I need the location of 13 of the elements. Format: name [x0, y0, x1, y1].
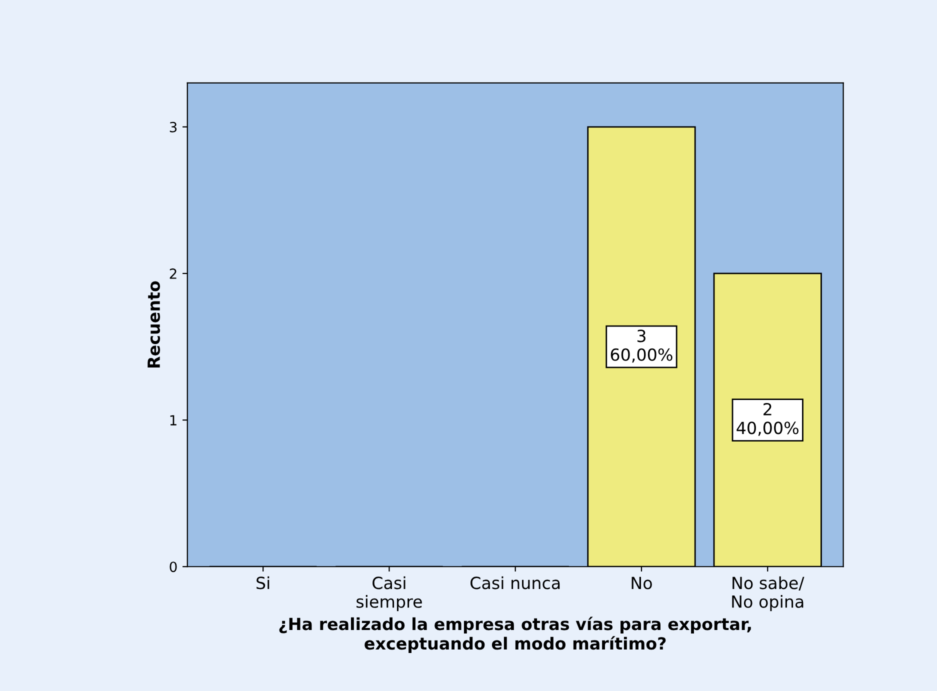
- data-label: 2 40,00%: [736, 402, 798, 436]
- x-tick-label: Casi nunca: [470, 576, 560, 590]
- x-tick-label: No: [632, 576, 652, 590]
- y-tick-label: 0: [170, 562, 177, 572]
- x-axis-title: ¿Ha realizado la empresa otras vías para exportar, exceptuando el modo marítimo?: [279, 616, 751, 653]
- y-tick-label: 1: [170, 415, 176, 426]
- y-tick-label: 2: [170, 268, 176, 279]
- x-tick-label: Casi siempre: [356, 576, 422, 612]
- y-tick-label: 3: [170, 122, 177, 132]
- x-tick-label: No sabe/ No opina: [732, 576, 804, 612]
- data-label: 3 60,00%: [610, 330, 672, 363]
- y-axis-title: Recuento: [148, 281, 160, 368]
- x-tick-label: Si: [256, 576, 270, 590]
